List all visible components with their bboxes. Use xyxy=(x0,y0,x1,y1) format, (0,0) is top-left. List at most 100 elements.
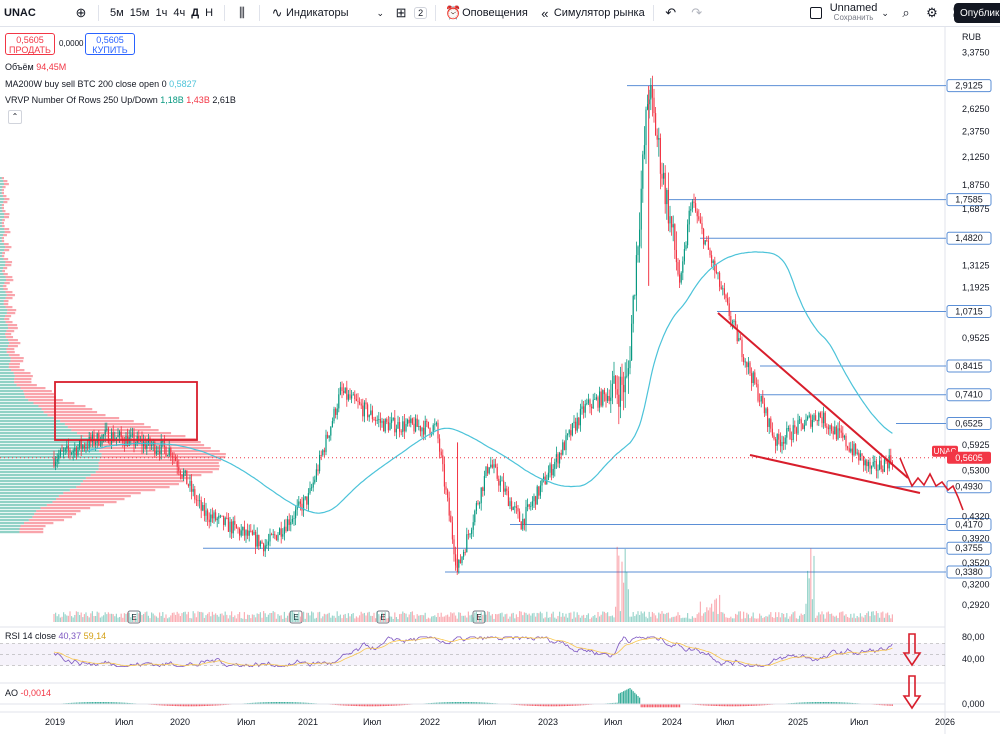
volume-bar xyxy=(77,611,79,622)
ao-bar xyxy=(746,704,748,707)
symbol-search-button[interactable]: UNAC xyxy=(0,0,68,26)
interval-1[interactable]: 15м xyxy=(129,7,150,19)
add-symbol-button[interactable]: ⊕ xyxy=(68,0,94,26)
chart-type-button[interactable]: ⫼ xyxy=(229,0,255,26)
volume-legend[interactable]: Объём 94,45M xyxy=(5,62,66,72)
ao-bar xyxy=(402,704,404,706)
candle xyxy=(511,497,513,512)
ao-bar xyxy=(349,704,351,706)
candle xyxy=(82,443,84,452)
indicators-button[interactable]: ∿ Индикаторы ⌄ xyxy=(264,0,388,26)
buy-button[interactable]: 0,5605 КУПИТЬ xyxy=(85,33,135,55)
volume-bar xyxy=(701,615,703,622)
volume-bar xyxy=(771,617,773,622)
layouts-button[interactable]: ⊞ 2 xyxy=(388,0,431,26)
candle xyxy=(72,448,74,461)
ao-legend[interactable]: AO -0,0014 xyxy=(5,688,51,698)
redo-button[interactable]: ↷ xyxy=(684,0,710,26)
ao-bar xyxy=(715,704,717,706)
collapse-legend-button[interactable]: ⌃ xyxy=(8,110,22,124)
volume-profile-up-bar xyxy=(0,375,15,378)
candle-body xyxy=(747,362,749,368)
layout-save-button[interactable]: Unnamed Сохранить ⌄ xyxy=(806,0,893,26)
candle xyxy=(480,487,482,511)
sell-button[interactable]: 0,5605 ПРОДАТЬ xyxy=(5,33,55,55)
volume-bar xyxy=(288,613,290,622)
candle xyxy=(855,442,857,456)
volume-bar xyxy=(871,611,873,622)
interval-2[interactable]: 1ч xyxy=(155,7,168,19)
ao-bar xyxy=(101,702,103,705)
candle xyxy=(634,294,636,300)
ao-bar xyxy=(442,702,444,705)
volume-profile-up-bar xyxy=(0,378,15,381)
ao-bar xyxy=(347,704,349,706)
candle-body xyxy=(541,479,543,486)
candle-body xyxy=(565,435,567,450)
vrvp-legend[interactable]: VRVP Number Of Rows 250 Up/Down 1,18B 1,… xyxy=(5,95,236,105)
candle-body xyxy=(699,219,701,224)
candle-body xyxy=(802,423,804,430)
candle-body xyxy=(691,201,693,210)
volume-bar xyxy=(722,612,724,622)
interval-3[interactable]: 4ч xyxy=(173,7,186,19)
volume-bar xyxy=(493,618,495,622)
candle-body xyxy=(162,440,164,442)
candle-body xyxy=(80,440,82,449)
ao-bar xyxy=(544,704,546,707)
candle xyxy=(706,235,708,242)
volume-profile-up-bar xyxy=(0,465,99,468)
volume-bar xyxy=(98,612,100,622)
ao-bar xyxy=(459,702,461,705)
interval-4[interactable]: Д xyxy=(191,7,200,19)
candle xyxy=(363,400,365,423)
volume-bar xyxy=(749,618,751,622)
replay-button[interactable]: «Симулятор рынка xyxy=(532,0,649,26)
candle-body xyxy=(375,420,377,422)
quick-search-button[interactable]: ⌕ xyxy=(893,0,919,26)
ma-legend[interactable]: MA200W buy sell BTC 200 close open 0 0,5… xyxy=(5,79,197,89)
volume-profile-up-bar xyxy=(0,186,3,189)
volume-bar xyxy=(856,616,858,622)
candle-body xyxy=(237,528,239,530)
volume-bar xyxy=(125,613,127,622)
publish-button[interactable]: Опубликовать xyxy=(954,3,1000,23)
candle-body xyxy=(251,530,253,535)
candle xyxy=(397,415,399,429)
interval-5[interactable]: Н xyxy=(205,7,214,19)
chart-canvas[interactable]: 2,91251,75851,48201,07150,84150,74100,65… xyxy=(0,27,1000,734)
candle xyxy=(608,389,610,405)
volume-profile-up-bar xyxy=(0,339,9,342)
rsi-legend[interactable]: RSI 14 close 40,37 59,14 xyxy=(5,631,106,641)
ao-bar xyxy=(122,702,124,705)
volume-bar xyxy=(680,618,682,622)
candle xyxy=(738,330,740,342)
candle-body xyxy=(317,469,319,472)
volume-bar xyxy=(208,612,210,622)
candle xyxy=(783,436,785,451)
candle-body xyxy=(797,420,799,434)
candle-body xyxy=(871,465,873,469)
candle xyxy=(554,458,556,477)
candle-body xyxy=(179,471,181,475)
interval-0[interactable]: 5м xyxy=(110,7,124,19)
candle xyxy=(79,439,81,451)
settings-button[interactable]: ⚙ xyxy=(919,0,945,26)
redo-icon: ↷ xyxy=(691,5,703,20)
candle xyxy=(496,463,498,481)
candle-body xyxy=(639,229,641,247)
candle xyxy=(547,465,549,481)
ao-bar xyxy=(363,704,365,707)
ao-bar xyxy=(207,704,209,706)
candle xyxy=(405,418,407,433)
volume-bar xyxy=(376,611,378,622)
candle-body xyxy=(559,452,561,464)
candle-body xyxy=(178,466,180,472)
volume-bar xyxy=(791,614,793,622)
undo-button[interactable]: ↶ xyxy=(658,0,684,26)
candle-body xyxy=(367,404,369,418)
volume-bar xyxy=(837,617,839,622)
volume-bar xyxy=(250,618,252,622)
volume-bar xyxy=(205,615,207,622)
alerts-button[interactable]: ⏰ Оповещения xyxy=(440,0,532,26)
